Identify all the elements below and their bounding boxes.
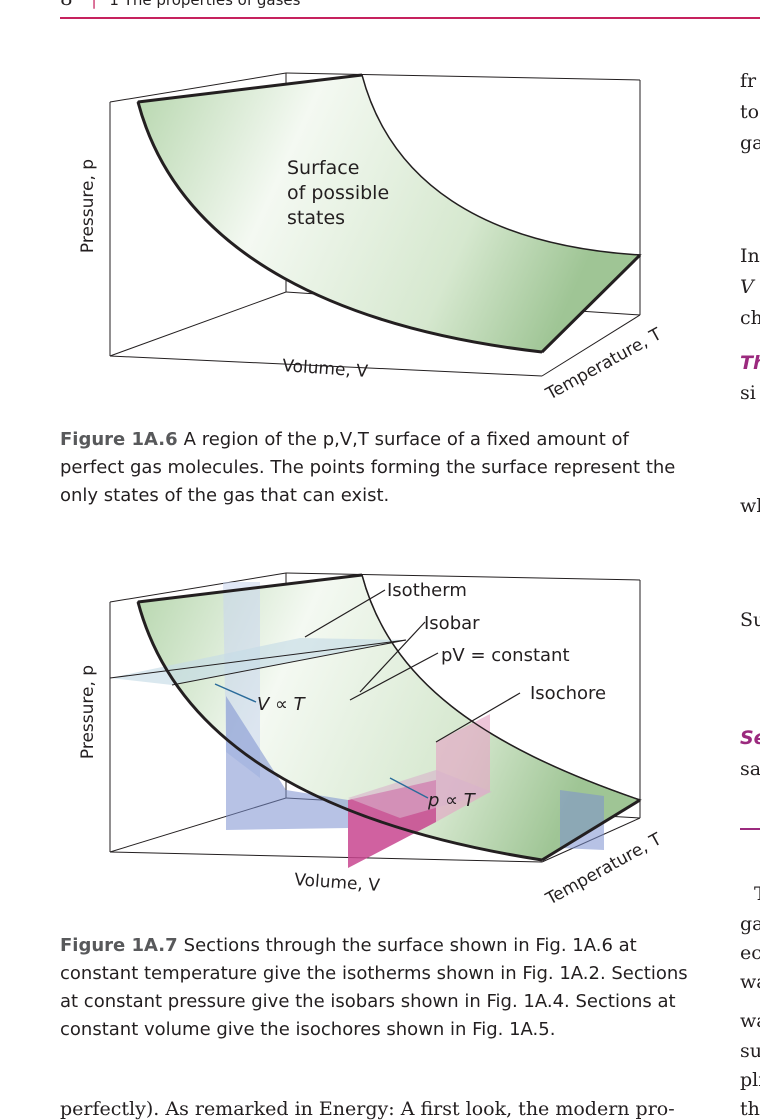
right-fragment: ga	[740, 132, 760, 154]
isotherm-plane-right	[560, 790, 604, 850]
label-isochore: Isochore	[530, 683, 606, 704]
label-pv-constant: pV = constant	[441, 645, 570, 666]
caption-text: Sections through the surface shown in Fi…	[60, 935, 688, 1040]
right-fragment: ecu	[740, 942, 760, 964]
section-title: 1 The properties of gases	[109, 0, 301, 9]
right-fragment: Su	[740, 609, 760, 631]
right-fragment: ch	[740, 307, 760, 329]
right-fragment: fr	[740, 70, 757, 92]
figure-1a6-caption: Figure 1A.6 A region of the p,V,T surface…	[60, 426, 692, 510]
axis-label-volume: Volume, V	[282, 356, 369, 382]
right-fragment: sur	[740, 1040, 760, 1062]
right-fragment: sa	[740, 758, 760, 780]
pvt-surface	[137, 74, 642, 353]
right-fragment: T	[754, 883, 760, 905]
right-fragment: plie	[740, 1069, 760, 1091]
right-column-rule	[740, 828, 760, 830]
figure-1a6-diagram: Surface of possible states Pressure, p V…	[78, 72, 666, 405]
caption-text: A region of the p,V,T surface of a fixed…	[60, 429, 676, 506]
body-text-line: perfectly). As remarked in Energy: A fir…	[60, 1098, 675, 1120]
figure-label: Figure 1A.7	[60, 935, 178, 956]
label-p-prop-t: p ∝ T	[427, 790, 477, 811]
right-fragment: wh	[740, 495, 760, 517]
right-column-clipped: fr to ga In V ch Th si wh Su Se sa T gas…	[740, 0, 760, 1120]
callout-lines	[304, 589, 521, 743]
right-fragment: si	[740, 382, 756, 404]
axis-label-volume: Volume, V	[294, 870, 381, 896]
figure-1a7-diagram: Isotherm Isobar pV = constant Isochore V…	[78, 572, 666, 910]
figure-label: Figure 1A.6	[60, 429, 178, 450]
axis-label-pressure: Pressure, p	[78, 665, 98, 759]
right-fragment: was	[740, 971, 760, 993]
right-heading-fragment: Se	[740, 727, 760, 749]
right-fragment: In	[740, 245, 760, 267]
surface-label: Surface of possible states	[287, 157, 395, 229]
right-fragment: to	[740, 101, 760, 123]
page-number: 8	[60, 0, 73, 10]
label-isotherm: Isotherm	[387, 580, 467, 601]
label-isobar: Isobar	[424, 613, 480, 634]
header-rule	[60, 17, 760, 19]
right-fragment: wal	[740, 1010, 760, 1032]
right-heading-fragment: Th	[740, 352, 760, 374]
figure-1a7-caption: Figure 1A.7 Sections through the surface …	[60, 932, 692, 1044]
right-fragment: the	[740, 1098, 760, 1120]
running-header: 8 | 1 The properties of gases	[60, 0, 301, 10]
right-fragment: gas	[740, 913, 760, 935]
right-fragment: V	[740, 276, 754, 298]
label-v-prop-t: V ∝ T	[257, 694, 307, 715]
axis-label-pressure: Pressure, p	[78, 159, 98, 253]
